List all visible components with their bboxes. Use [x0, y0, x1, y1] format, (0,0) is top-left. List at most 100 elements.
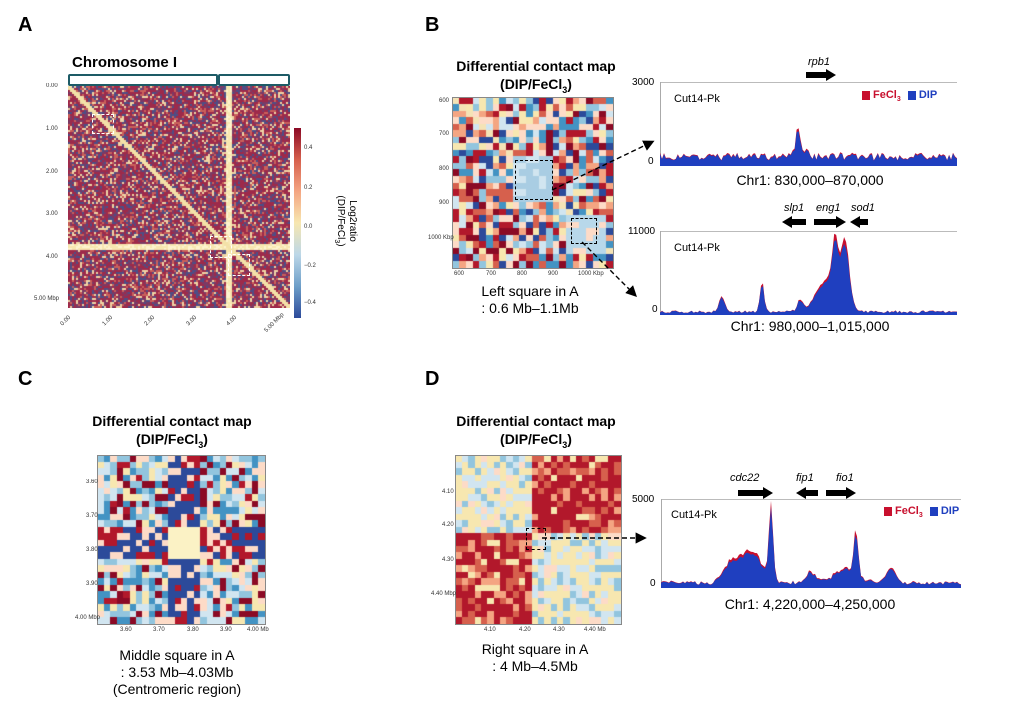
track2-coords: Chr1: 980,000–1,015,000 — [730, 318, 890, 334]
c-caption: Middle square in A : 3.53 Mb–4.03Mb (Cen… — [112, 647, 242, 697]
panel-letter-c: C — [18, 368, 33, 390]
a-ytick: 5.00 Mbp — [34, 296, 60, 302]
gene-label: eng1 — [816, 202, 841, 214]
panel-letter-d: D — [425, 368, 440, 390]
track-d-ymin: 0 — [650, 578, 656, 589]
track1-legend: FeCl3 DIP — [862, 89, 937, 103]
c-ytick: 3.60 — [86, 479, 98, 485]
c-xtick: 3.70 — [153, 627, 165, 633]
d-xtick: 4.20 — [519, 627, 531, 633]
b-ytick: 900 — [439, 200, 450, 206]
c-xtick: 3.60 — [120, 627, 132, 633]
b-ytick: 800 — [439, 166, 450, 172]
d-ytick: 4.30 — [442, 557, 454, 563]
a-xtick: 3.00 — [185, 314, 199, 328]
d-ytick: 4.40 Mbp — [431, 591, 457, 597]
d-xtick: 4.30 — [553, 627, 565, 633]
track1-ymax: 3000 — [632, 77, 655, 88]
d-caption: Right square in A : 4 Mb–4.5Mb — [481, 641, 589, 674]
b-ytick: 1000 Kbp — [428, 235, 454, 241]
b-ytick: 600 — [439, 98, 450, 104]
panel-letter-a: A — [18, 14, 33, 36]
colorbar — [294, 128, 301, 318]
chromosome-title: Chromosome I — [72, 54, 178, 71]
heatmap-chromosome-i — [68, 86, 290, 308]
middle-square-marker — [210, 236, 232, 258]
c-heatmap — [97, 455, 266, 625]
left-square-marker — [92, 114, 114, 134]
d-xtick: 4.10 — [484, 627, 496, 633]
colorbar-tick: 0.0 — [304, 224, 313, 230]
chromosome-arm-right — [218, 74, 290, 86]
track2-ymin: 0 — [652, 304, 658, 315]
track-d-gene-arrows — [738, 487, 856, 499]
track1-plot — [660, 82, 957, 166]
track2-plot — [660, 231, 957, 315]
c-xtick: 3.80 — [187, 627, 199, 633]
b-map-title: Differential contact map (DIP/FeCl3) — [456, 58, 616, 95]
c-ytick: 3.70 — [86, 513, 98, 519]
c-ytick: 4.00 Mbp — [75, 615, 101, 621]
a-ytick: 1.00 — [46, 126, 58, 132]
track2-sample: Cut14-Pk — [674, 242, 720, 254]
c-ytick: 3.80 — [86, 547, 98, 553]
a-ytick: 4.00 — [46, 254, 58, 260]
gene-label: slp1 — [784, 202, 805, 214]
c-map-title: Differential contact map (DIP/FeCl3) — [92, 413, 252, 450]
b-heatmap — [452, 97, 614, 269]
a-xtick: 0.00 — [59, 314, 73, 328]
track2-ymax: 11000 — [628, 226, 656, 237]
track-d-ymax: 5000 — [632, 494, 655, 505]
rpb1-arrow-icon — [806, 69, 836, 81]
c-ytick: 3.90 — [86, 581, 98, 587]
fio1-arrow-icon — [826, 487, 856, 499]
a-ytick: 2.00 — [46, 169, 58, 175]
track-d-sample: Cut14-Pk — [671, 509, 717, 521]
track1-ymin: 0 — [648, 156, 654, 167]
d-ytick: 4.20 — [442, 522, 454, 528]
slp1-arrow-icon — [782, 216, 806, 228]
a-xtick: 1.00 — [101, 314, 115, 328]
b-caption: Left square in A : 0.6 Mb–1.1Mb — [481, 283, 579, 316]
d-heatmap — [455, 455, 622, 625]
b-ytick: 700 — [439, 131, 450, 137]
gene-label: cdc22 — [730, 472, 760, 484]
b-xtick: 800 — [517, 271, 528, 277]
colorbar-tick: −0.2 — [304, 263, 316, 269]
b-xtick: 900 — [548, 271, 559, 277]
c-xtick: 4.00 Mb — [247, 627, 269, 633]
b-xtick: 600 — [454, 271, 465, 277]
d-xtick: 4.40 Mb — [584, 627, 606, 633]
track1-sample: Cut14-Pk — [674, 93, 720, 105]
d-map-title: Differential contact map (DIP/FeCl3) — [456, 413, 616, 450]
gene-label: fip1 — [796, 472, 814, 484]
track-d-plot — [661, 499, 961, 588]
track2-gene-arrows — [782, 216, 868, 228]
a-ytick: 0.00 — [46, 83, 58, 89]
gene-label: sod1 — [851, 202, 875, 214]
d-ytick: 4.10 — [442, 489, 454, 495]
b-connector-arrows — [551, 140, 655, 297]
b-xtick: 1000 Kbp — [578, 271, 604, 277]
d-connector-arrow — [542, 532, 647, 544]
track-d-legend: FeCl3 DIP — [884, 505, 959, 519]
track-d-coords: Chr1: 4,220,000–4,250,000 — [724, 596, 896, 612]
panel-letter-b: B — [425, 14, 440, 36]
gene-label: fio1 — [836, 472, 854, 484]
b-square-upper — [515, 160, 553, 200]
a-ytick: 3.00 — [46, 211, 58, 217]
chromosome-arm-left — [68, 74, 218, 86]
colorbar-tick: −0.4 — [304, 300, 316, 306]
b-xtick: 700 — [486, 271, 497, 277]
d-square — [526, 528, 546, 550]
colorbar-tick: 0.4 — [304, 145, 313, 151]
a-xtick: 5.00 Mbp — [263, 312, 286, 334]
fip1-arrow-icon — [796, 487, 818, 499]
eng1-arrow-icon — [814, 216, 846, 228]
c-xtick: 3.90 — [220, 627, 232, 633]
gene-label: rpb1 — [808, 56, 831, 68]
sod1-arrow-icon — [850, 216, 868, 228]
colorbar-tick: 0.2 — [304, 185, 313, 191]
colorbar-label: Log2ratio (DIP/FeCl3) — [333, 195, 358, 247]
cdc22-arrow-icon — [738, 487, 773, 499]
